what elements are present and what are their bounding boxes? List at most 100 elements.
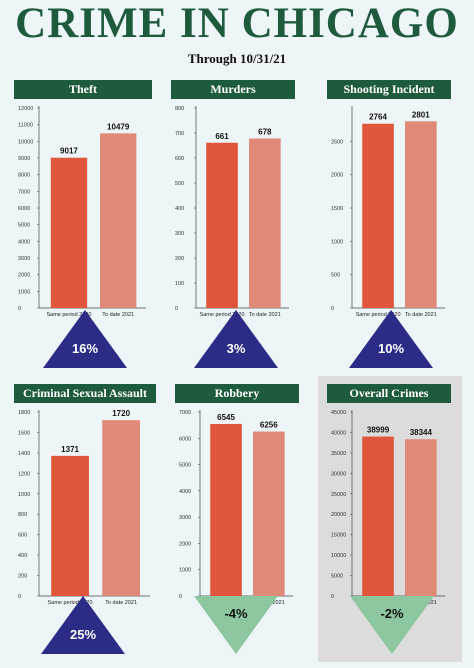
y-tick-label: 8000 [18,173,30,179]
bar-2021 [253,431,285,596]
y-tick-label: 400 [18,553,27,559]
bar-value-label: 2764 [369,113,387,122]
y-tick-label: 20000 [331,512,346,518]
bar-chart: 0 1000 2000 3000 4000 5000 6000 7000 8000 9000 100… [18,106,146,318]
y-tick-label: 10000 [18,139,33,145]
bar-2020 [362,436,394,596]
category-label: Same period 2020 [48,600,93,606]
y-tick-label: 1500 [331,206,343,212]
bar-value-label: 678 [258,128,272,137]
category-label: Same period 2020 [46,312,91,318]
y-tick-label: 15000 [331,533,346,539]
y-tick-label: 1600 [18,430,30,436]
bar-value-label: 2801 [412,110,430,119]
y-tick-label: 40000 [331,430,346,436]
y-tick-label: 700 [175,131,184,137]
bar-2020 [51,455,89,596]
y-tick-label: 0 [331,594,334,600]
y-tick-label: 400 [175,206,184,212]
bar-value-label: 661 [215,132,229,141]
y-tick-label: 2000 [18,273,30,279]
category-label: To date 2021 [102,312,134,318]
change-percent: 10% [378,341,404,356]
y-tick-label: 12000 [18,106,33,112]
chart-title: Shooting Incident [327,80,451,99]
y-tick-label: 3000 [179,515,191,521]
category-label: Same period 2020 [200,312,245,318]
y-tick-label: 9000 [18,156,30,162]
y-tick-label: 1800 [18,410,30,416]
y-tick-label: 300 [175,231,184,237]
chart-title: Overall Crimes [327,384,451,403]
y-tick-label: 4000 [179,489,191,495]
y-tick-label: 500 [331,273,340,279]
chart-title: Murders [171,80,295,99]
increase-triangle: 25% [41,596,125,654]
bar-2021 [405,439,437,596]
y-tick-label: 11000 [18,123,33,129]
y-tick-label: 0 [331,306,334,312]
y-tick-label: 600 [18,533,27,539]
category-label: To date 2021 [405,312,437,318]
y-tick-label: 6000 [179,436,191,442]
bar-chart: 0 100 200 300 400 500 600 700 800 661 Same period … [175,106,289,318]
arrow-up-icon [194,310,278,368]
chart-panel-1: Murders 0 100 200 300 400 500 600 700 800 661 Same … [171,80,295,324]
page-subtitle: Through 10/31/21 [187,51,287,66]
y-tick-label: 25000 [331,492,346,498]
bar-value-label: 10479 [107,122,130,131]
y-tick-label: 2000 [331,173,343,179]
chart-title: Robbery [175,384,299,403]
arrow-down-icon [194,596,278,654]
change-percent: 16% [72,341,98,356]
y-tick-label: 500 [175,181,184,187]
y-tick-label: 0 [18,306,21,312]
y-tick-label: 4000 [18,239,30,245]
bar-2020 [362,123,394,308]
y-tick-label: 7000 [18,189,30,195]
y-tick-label: 1000 [331,239,343,245]
y-tick-label: 5000 [179,463,191,469]
y-tick-label: 1000 [18,289,30,295]
bar-value-label: 1720 [112,409,130,418]
arrow-up-icon [349,310,433,368]
increase-triangle: 16% [43,310,127,368]
bar-value-label: 38344 [410,428,433,437]
increase-triangle: 3% [194,310,278,368]
bar-2021 [99,133,137,308]
y-tick-label: 800 [175,106,184,112]
y-tick-label: 5000 [331,574,343,580]
bar-chart: 0 500 1000 1500 2000 2500 2764 Same period 2020… [331,106,445,318]
y-tick-label: 30000 [331,471,346,477]
y-tick-label: 200 [18,574,27,580]
bar-2020 [210,423,242,596]
bar-value-label: 38999 [367,426,390,435]
chart-panel-5: Overall Crimes 0 5000 10000 15000 20000 25000 3… [327,384,451,612]
chart-title: Theft [14,80,152,99]
y-tick-label: 200 [175,256,184,262]
y-tick-label: 45000 [331,410,346,416]
decrease-triangle: -4% [194,596,278,654]
y-tick-label: 1400 [18,451,30,457]
y-tick-label: 0 [18,594,21,600]
chart-panel-3: Criminal Sexual Assault 0 200 400 600 800 1000… [14,384,156,612]
change-percent: -4% [224,606,248,621]
y-tick-label: 7000 [179,410,191,416]
category-label: Same period 2020 [356,312,401,318]
change-percent: -2% [380,606,404,621]
y-tick-label: 0 [175,306,178,312]
decrease-triangle: -2% [350,596,434,654]
y-tick-label: 600 [175,156,184,162]
y-tick-label: 800 [18,512,27,518]
y-tick-label: 2500 [331,139,343,145]
chart-panel-4: Robbery 0 1000 2000 3000 4000 5000 6000 7000 6545… [175,384,299,612]
change-percent: 25% [70,627,96,642]
y-tick-label: 1000 [18,492,30,498]
change-percent: 3% [227,341,246,356]
increase-triangle: 10% [349,310,433,368]
y-tick-label: 1200 [18,471,30,477]
y-tick-label: 0 [179,594,182,600]
y-tick-label: 6000 [18,206,30,212]
y-tick-label: 3000 [18,256,30,262]
y-tick-label: 2000 [179,541,191,547]
